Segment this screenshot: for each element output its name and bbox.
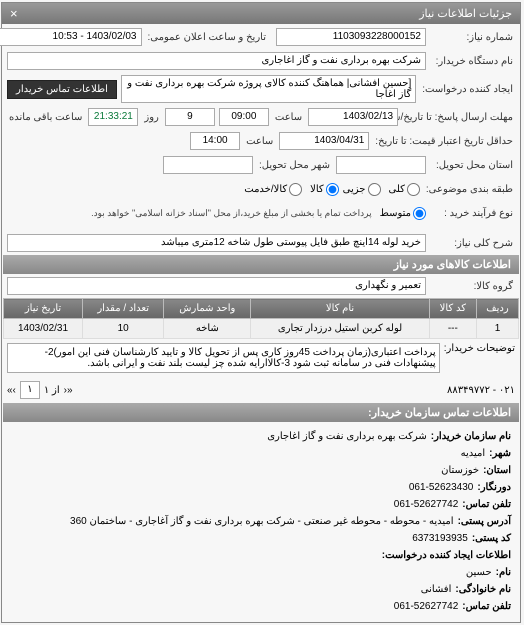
note-text: پرداخت تمام یا بخشی از مبلغ خرید،از محل … [88, 206, 376, 221]
c-ph2: 061-52627742 [395, 598, 460, 615]
th-0: ردیف [477, 299, 519, 319]
th-2: نام کالا [252, 299, 430, 319]
c-post-l: کد پستی: [473, 530, 512, 547]
c-post: 6373193935 [413, 530, 469, 547]
contact-title: اطلاعات تماس سازمان خریدار: [4, 403, 520, 422]
td-2: لوله کربن استیل درزدار تجاری [252, 319, 430, 339]
section-goods-title: اطلاعات کالاهای مورد نیاز [4, 255, 520, 274]
radio-type1: کلی جزیی [344, 183, 421, 196]
label-overall-desc: شرح کلی نیاز: [431, 238, 516, 249]
desc-label: توضیحات خریدار: [445, 343, 516, 354]
label-creator: ایجاد کننده درخواست: [421, 84, 516, 95]
label-delivery-place: استان محل تحویل: [431, 160, 516, 171]
nav-page: از ۱ [45, 385, 61, 396]
label-request-no: شماره نیاز: [431, 32, 516, 43]
c-org-l: نام سازمان خریدار: [432, 428, 512, 445]
form-body: شماره نیاز: 1103093228000152 تاریخ و ساع… [3, 24, 521, 622]
field-creator: [حسین افشانی| هماهنگ کننده کالای پروژه ش… [122, 75, 417, 103]
c-fax: 061-52623430 [410, 479, 475, 496]
radio-medium[interactable]: متوسط [381, 207, 427, 220]
label-days: روز [143, 112, 162, 123]
field-request-no: 1103093228000152 [277, 28, 427, 46]
c-ph: 061-52627742 [395, 496, 460, 513]
label-sep1: ساعت [274, 112, 305, 123]
radio-part[interactable]: کالا/خدمت [245, 183, 303, 196]
label-delivery-city: شهر محل تحویل: [258, 160, 333, 171]
field-remaining: 21:33:21 [89, 108, 139, 126]
nav-next[interactable]: ›» [8, 385, 17, 396]
c-ph2-l: تلفن تماس: [463, 598, 512, 615]
c-fam: افشانی [422, 581, 453, 598]
main-panel: جزئیات اطلاعات نیاز × شماره نیاز: 110309… [2, 2, 522, 623]
panel-title: جزئیات اطلاعات نیاز [420, 7, 513, 20]
c-cr-title: اطلاعات ایجاد کننده درخواست: [383, 547, 512, 564]
label-validity: حداقل تاریخ اعتبار قیمت: تا تاریخ: [374, 136, 516, 147]
c-ph-l: تلفن تماس: [463, 496, 512, 513]
c-prov-l: استان: [484, 462, 512, 479]
field-buyer-org: شرکت بهره برداری نفت و گاز اغاجاری [8, 52, 427, 70]
c-org: شرکت بهره برداری نفت و گاز اغاجاری [268, 428, 428, 445]
label-sep2: ساعت [245, 136, 276, 147]
label-announce: تاریخ و ساعت اعلان عمومی: [147, 32, 270, 43]
panel-header: جزئیات اطلاعات نیاز × [3, 3, 521, 24]
close-icon[interactable]: × [11, 6, 19, 21]
label-remaining: ساعت باقی مانده [8, 112, 85, 123]
th-3: واحد شمارش [165, 299, 252, 319]
nav-phone: ۰۲۱ - ۸۸۳۴۹۷۷۲ [448, 385, 516, 396]
label-buyer-org: نام دستگاه خریدار: [431, 56, 516, 67]
pagination: ۰۲۱ - ۸۸۳۴۹۷۷۲ «‹ از ۱ ۱ ›» [4, 377, 520, 403]
label-group: گروه کالا: [431, 281, 516, 292]
radio-partial[interactable]: جزیی [344, 183, 382, 196]
td-3: شاخه [165, 319, 252, 339]
field-deadline-date: 1403/02/13 [309, 108, 399, 126]
c-name-l: نام: [497, 564, 512, 581]
nav-prev[interactable]: «‹ [65, 385, 74, 396]
td-4: 10 [84, 319, 165, 339]
radio-all[interactable]: کلی [390, 183, 421, 196]
label-delivery-type: طبقه بندی موضوعی: [425, 184, 516, 195]
c-prov: خوزستان [442, 462, 480, 479]
table-row[interactable]: 1 --- لوله کربن استیل درزدار تجاری شاخه … [5, 319, 520, 339]
c-name: حسین [467, 564, 493, 581]
td-1: --- [430, 319, 477, 339]
th-5: تاریخ نیاز [5, 299, 84, 319]
c-fax-l: دورنگار: [478, 479, 512, 496]
desc-text: پرداخت اعتباری(زمان پرداخت 45روز کاری پس… [8, 343, 441, 373]
c-addr: امیدیه - محوطه - محوطه غیر صنعتی - شرکت … [71, 513, 455, 530]
td-5: 1403/02/31 [5, 319, 84, 339]
field-validity-date: 1403/04/31 [280, 132, 370, 150]
th-4: تعداد / مقدار [84, 299, 165, 319]
field-overall-desc: خرید لوله 14اینچ طبق فایل پیوستی طول شاخ… [8, 234, 427, 252]
field-delivery-place [337, 156, 427, 174]
field-group: تعمیر و نگهداری [8, 277, 427, 295]
td-0: 1 [477, 319, 519, 339]
field-validity-time: 14:00 [191, 132, 241, 150]
field-delivery-city [164, 156, 254, 174]
c-addr-l: آدرس پستی: [459, 513, 512, 530]
c-city-l: شهر: [490, 445, 512, 462]
radio-goods[interactable]: کالا [311, 183, 340, 196]
c-city: امیدیه [462, 445, 487, 462]
th-1: کد کالا [430, 299, 477, 319]
radio-type2: کالا کالا/خدمت [245, 183, 339, 196]
c-fam-l: نام خانوادگی: [456, 581, 512, 598]
label-process: نوع فرآیند خرید : [431, 208, 516, 219]
field-days: 9 [166, 108, 216, 126]
field-announce: 1403/02/03 - 10:53 [0, 28, 143, 46]
contact-section: نام سازمان خریدار:شرکت بهره برداری نفت و… [4, 422, 520, 621]
field-deadline-time: 09:00 [220, 108, 270, 126]
nav-current[interactable]: ۱ [21, 381, 41, 399]
description-row: توضیحات خریدار: پرداخت اعتباری(زمان پردا… [4, 339, 520, 377]
contact-button[interactable]: اطلاعات تماس خریدار [8, 80, 118, 99]
goods-table: ردیف کد کالا نام کالا واحد شمارش تعداد /… [4, 298, 520, 339]
label-deadline: مهلت ارسال پاسخ: تا تاریخ/ساعت: [403, 112, 516, 123]
